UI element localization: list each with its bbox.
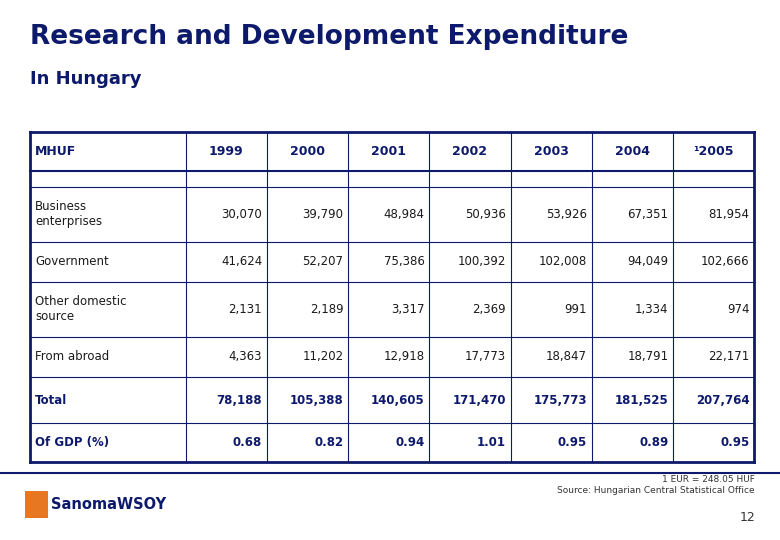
Text: 181,525: 181,525 — [615, 394, 668, 407]
Text: 12: 12 — [739, 511, 755, 524]
Text: 2000: 2000 — [290, 145, 325, 158]
Text: 3,317: 3,317 — [391, 303, 424, 316]
Text: In Hungary: In Hungary — [30, 70, 141, 88]
Text: 0.89: 0.89 — [639, 436, 668, 449]
Text: 2003: 2003 — [534, 145, 569, 158]
Text: Business
enterprises: Business enterprises — [35, 200, 102, 228]
Text: 4,363: 4,363 — [229, 350, 262, 363]
Text: 11,202: 11,202 — [303, 350, 343, 363]
Text: 0.95: 0.95 — [558, 436, 587, 449]
Text: 39,790: 39,790 — [303, 208, 343, 221]
Text: Of GDP (%): Of GDP (%) — [35, 436, 109, 449]
Text: 207,764: 207,764 — [696, 394, 750, 407]
Text: MHUF: MHUF — [35, 145, 76, 158]
Text: 100,392: 100,392 — [458, 255, 506, 268]
Text: 991: 991 — [565, 303, 587, 316]
Text: 2,369: 2,369 — [472, 303, 506, 316]
Text: 17,773: 17,773 — [465, 350, 506, 363]
Text: 12,918: 12,918 — [384, 350, 424, 363]
Text: 1 EUR = 248.05 HUF
Source: Hungarian Central Statistical Office: 1 EUR = 248.05 HUF Source: Hungarian Cen… — [558, 475, 755, 495]
Text: 102,008: 102,008 — [539, 255, 587, 268]
Text: 1.01: 1.01 — [477, 436, 506, 449]
Text: ¹2005: ¹2005 — [693, 145, 734, 158]
Text: 2002: 2002 — [452, 145, 488, 158]
Text: 75,386: 75,386 — [384, 255, 424, 268]
Text: 67,351: 67,351 — [627, 208, 668, 221]
Text: Total: Total — [35, 394, 67, 407]
Text: 175,773: 175,773 — [534, 394, 587, 407]
Text: 41,624: 41,624 — [221, 255, 262, 268]
Text: 78,188: 78,188 — [217, 394, 262, 407]
Text: 974: 974 — [727, 303, 750, 316]
Text: 102,666: 102,666 — [701, 255, 750, 268]
Text: 48,984: 48,984 — [384, 208, 424, 221]
Text: 0.95: 0.95 — [721, 436, 750, 449]
Text: 105,388: 105,388 — [289, 394, 343, 407]
Text: 50,936: 50,936 — [465, 208, 506, 221]
Text: 0.82: 0.82 — [314, 436, 343, 449]
Text: 0.68: 0.68 — [233, 436, 262, 449]
Text: 1999: 1999 — [209, 145, 243, 158]
Text: Research and Development Expenditure: Research and Development Expenditure — [30, 24, 628, 50]
Text: 18,791: 18,791 — [627, 350, 668, 363]
Text: 53,926: 53,926 — [546, 208, 587, 221]
Text: 18,847: 18,847 — [546, 350, 587, 363]
Text: 2,189: 2,189 — [310, 303, 343, 316]
Text: 2004: 2004 — [615, 145, 650, 158]
Text: 171,470: 171,470 — [452, 394, 506, 407]
Text: 94,049: 94,049 — [627, 255, 668, 268]
Text: SanomaWSOY: SanomaWSOY — [51, 497, 166, 512]
Text: Government: Government — [35, 255, 109, 268]
Text: 2001: 2001 — [371, 145, 406, 158]
Text: 0.94: 0.94 — [395, 436, 424, 449]
Text: 2,131: 2,131 — [229, 303, 262, 316]
Text: Other domestic
source: Other domestic source — [35, 295, 126, 323]
Text: From abroad: From abroad — [35, 350, 109, 363]
Text: 52,207: 52,207 — [303, 255, 343, 268]
Text: 81,954: 81,954 — [709, 208, 750, 221]
Text: 30,070: 30,070 — [222, 208, 262, 221]
Text: 1,334: 1,334 — [635, 303, 668, 316]
Text: 22,171: 22,171 — [708, 350, 750, 363]
Text: 140,605: 140,605 — [371, 394, 424, 407]
